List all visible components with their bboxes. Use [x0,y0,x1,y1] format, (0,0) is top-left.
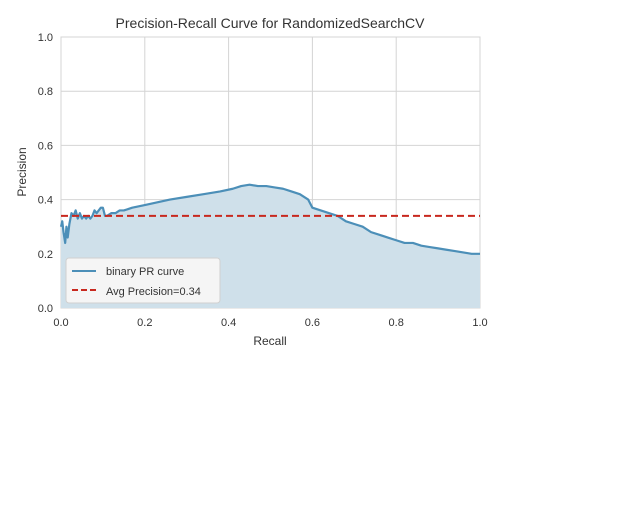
x-tick-label: 1.0 [472,317,487,329]
y-tick-label: 0.4 [38,195,53,207]
x-tick-labels: 0.0 0.2 0.4 0.6 0.8 1.0 [53,317,487,329]
x-tick-label: 0.6 [305,317,320,329]
chart-title: Precision-Recall Curve for RandomizedSea… [116,15,426,31]
legend: binary PR curve Avg Precision=0.34 [65,257,221,304]
y-tick-label: 0.6 [38,140,53,152]
y-axis-title: Precision [15,147,29,196]
y-tick-label: 0.2 [38,249,53,261]
y-tick-label: 0.8 [38,86,53,98]
y-tick-label: 1.0 [38,32,53,44]
legend-box [65,257,221,304]
x-tick-label: 0.4 [221,317,236,329]
legend-label-avg: Avg Precision=0.34 [106,286,201,298]
x-tick-label: 0.2 [137,317,152,329]
x-tick-label: 0.0 [53,317,68,329]
x-axis-title: Recall [253,334,286,348]
pr-curve-line [59,183,480,255]
y-tick-label: 0.0 [38,303,53,315]
legend-label-pr: binary PR curve [106,266,184,278]
y-tick-labels: 0.0 0.2 0.4 0.6 0.8 1.0 [38,32,53,315]
x-tick-label: 0.8 [389,317,404,329]
